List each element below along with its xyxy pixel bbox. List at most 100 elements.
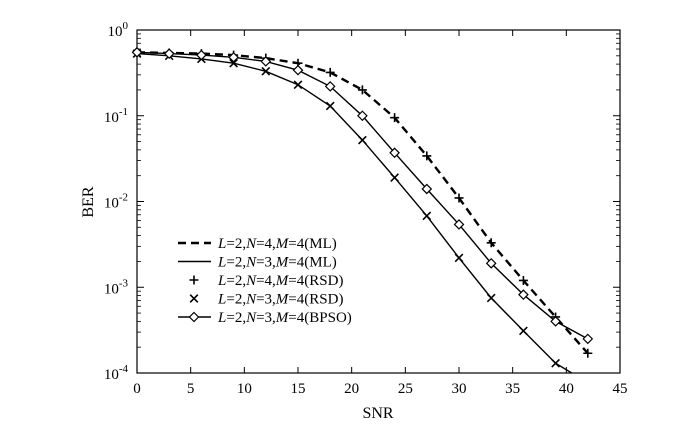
legend-symbol: ( — [304, 273, 309, 289]
legend-symbol: = — [226, 236, 234, 252]
legend-variable: M — [275, 292, 290, 308]
legend-symbol: , — [272, 255, 276, 271]
data-point-cross — [486, 293, 496, 303]
data-point-plus — [518, 275, 528, 285]
data-point-diamond — [421, 183, 433, 195]
legend-variable: N — [245, 273, 257, 289]
legend-entry-l-2-n-3-m-4-bpso: L=2,N=3,M=4(BPSO) — [178, 310, 352, 326]
legend-symbol: , — [272, 310, 276, 326]
legend-entry-l-2-n-3-m-4-rsd: L=2,N=3,M=4(RSD) — [189, 292, 343, 308]
legend-value: 2 — [235, 273, 243, 289]
y-tick-base: 10 — [104, 281, 119, 297]
series-l-2-n-3-m-4-ml — [136, 52, 573, 374]
x-tick-label: 25 — [398, 381, 413, 397]
data-point-cross — [229, 58, 238, 68]
series-layer — [131, 46, 594, 374]
legend-value: 3 — [265, 255, 273, 271]
legend-symbol: = — [288, 236, 296, 252]
x-tick-label: 5 — [187, 381, 195, 397]
legend-symbol: ( — [304, 292, 309, 308]
x-tick-label: 20 — [344, 381, 359, 397]
legend-entry-l-2-n-3-m-4-ml: L=2,N=3,M=4(ML) — [178, 255, 337, 271]
data-point-cross — [390, 173, 399, 182]
legend-symbol: = — [226, 310, 234, 326]
data-point-plus — [325, 67, 335, 77]
data-point-diamond — [389, 147, 400, 159]
x-tick-label: 10 — [237, 381, 252, 397]
legend-variable: L — [217, 255, 226, 271]
legend-variable: L — [217, 273, 226, 289]
legend-variable: M — [275, 310, 290, 326]
legend-label: L=2,N=3,M=4(RSD) — [217, 292, 343, 308]
legend-value: RSD — [309, 292, 338, 308]
x-axis-label: SNR — [362, 405, 393, 422]
legend-value: ML — [309, 255, 332, 271]
data-point-diamond — [550, 316, 561, 327]
legend-symbol: = — [226, 255, 234, 271]
legend-symbol: = — [256, 310, 264, 326]
legend-value: 4 — [297, 273, 305, 289]
legend-marker-plus — [189, 275, 199, 285]
x-tick-label: 0 — [133, 381, 141, 397]
series-l-2-n-3-m-4-bpso — [131, 46, 594, 345]
x-tick-label: 40 — [559, 381, 574, 397]
legend-variable: M — [275, 273, 290, 289]
data-point-plus — [583, 348, 593, 358]
legend-marker-diamond — [188, 311, 200, 323]
legend-symbol: = — [288, 310, 296, 326]
data-point-diamond — [324, 81, 336, 92]
data-point-plus — [390, 113, 400, 123]
legend-symbol: ( — [304, 255, 309, 271]
y-tick-exponent: -3 — [119, 277, 129, 289]
legend-variable: L — [217, 292, 226, 308]
legend-symbol: = — [288, 255, 296, 271]
legend-symbol: , — [272, 236, 276, 252]
legend-value: BPSO — [309, 310, 347, 326]
legend-value: RSD — [309, 273, 338, 289]
legend-variable: N — [245, 310, 257, 326]
data-point-diamond — [228, 51, 239, 63]
data-point-cross — [293, 80, 303, 90]
data-point-diamond — [292, 64, 304, 76]
legend-label: L=2,N=4,M=4(RSD) — [217, 273, 343, 289]
data-point-cross — [551, 358, 560, 368]
legend-symbol: , — [242, 273, 246, 289]
y-tick-exponent: -4 — [119, 363, 129, 375]
data-point-cross — [519, 326, 528, 336]
series-line — [136, 51, 589, 354]
legend-variable: L — [217, 236, 226, 252]
data-point-diamond — [582, 333, 594, 345]
legend-symbol: , — [242, 310, 246, 326]
legend-variable: N — [245, 255, 257, 271]
legend-value: 2 — [235, 310, 243, 326]
legend: L=2,N=4,M=4(ML)L=2,N=3,M=4(ML)L=2,N=4,M=… — [178, 236, 352, 326]
legend-variable: N — [245, 292, 257, 308]
legend-symbol: , — [242, 292, 246, 308]
legend-symbol: , — [242, 255, 246, 271]
data-point-plus — [422, 151, 432, 161]
legend-symbol: = — [288, 273, 296, 289]
legend-value: 4 — [265, 273, 273, 289]
legend-variable: N — [245, 236, 257, 252]
series-line — [136, 52, 573, 374]
y-tick-label: 10-2 — [104, 192, 128, 212]
legend-symbol: = — [226, 292, 234, 308]
legend-symbol: ) — [332, 236, 337, 252]
legend-symbol: = — [256, 292, 264, 308]
data-point-diamond — [163, 48, 175, 59]
legend-symbol: = — [226, 273, 234, 289]
legend-symbol: , — [272, 292, 276, 308]
legend-symbol: = — [288, 292, 296, 308]
y-tick-exponent: 0 — [123, 20, 129, 32]
legend-symbol: = — [256, 236, 264, 252]
legend-variable: M — [275, 255, 290, 271]
legend-entry-l-2-n-4-m-4-ml: L=2,N=4,M=4(ML) — [178, 236, 337, 252]
x-tick-label: 35 — [505, 381, 520, 397]
data-point-diamond — [357, 110, 368, 122]
series-l-2-n-3-m-4-rsd — [132, 49, 560, 368]
legend-label: L=2,N=3,M=4(ML) — [217, 255, 337, 271]
y-tick-label: 10-4 — [104, 363, 129, 383]
legend-value: 2 — [235, 292, 243, 308]
